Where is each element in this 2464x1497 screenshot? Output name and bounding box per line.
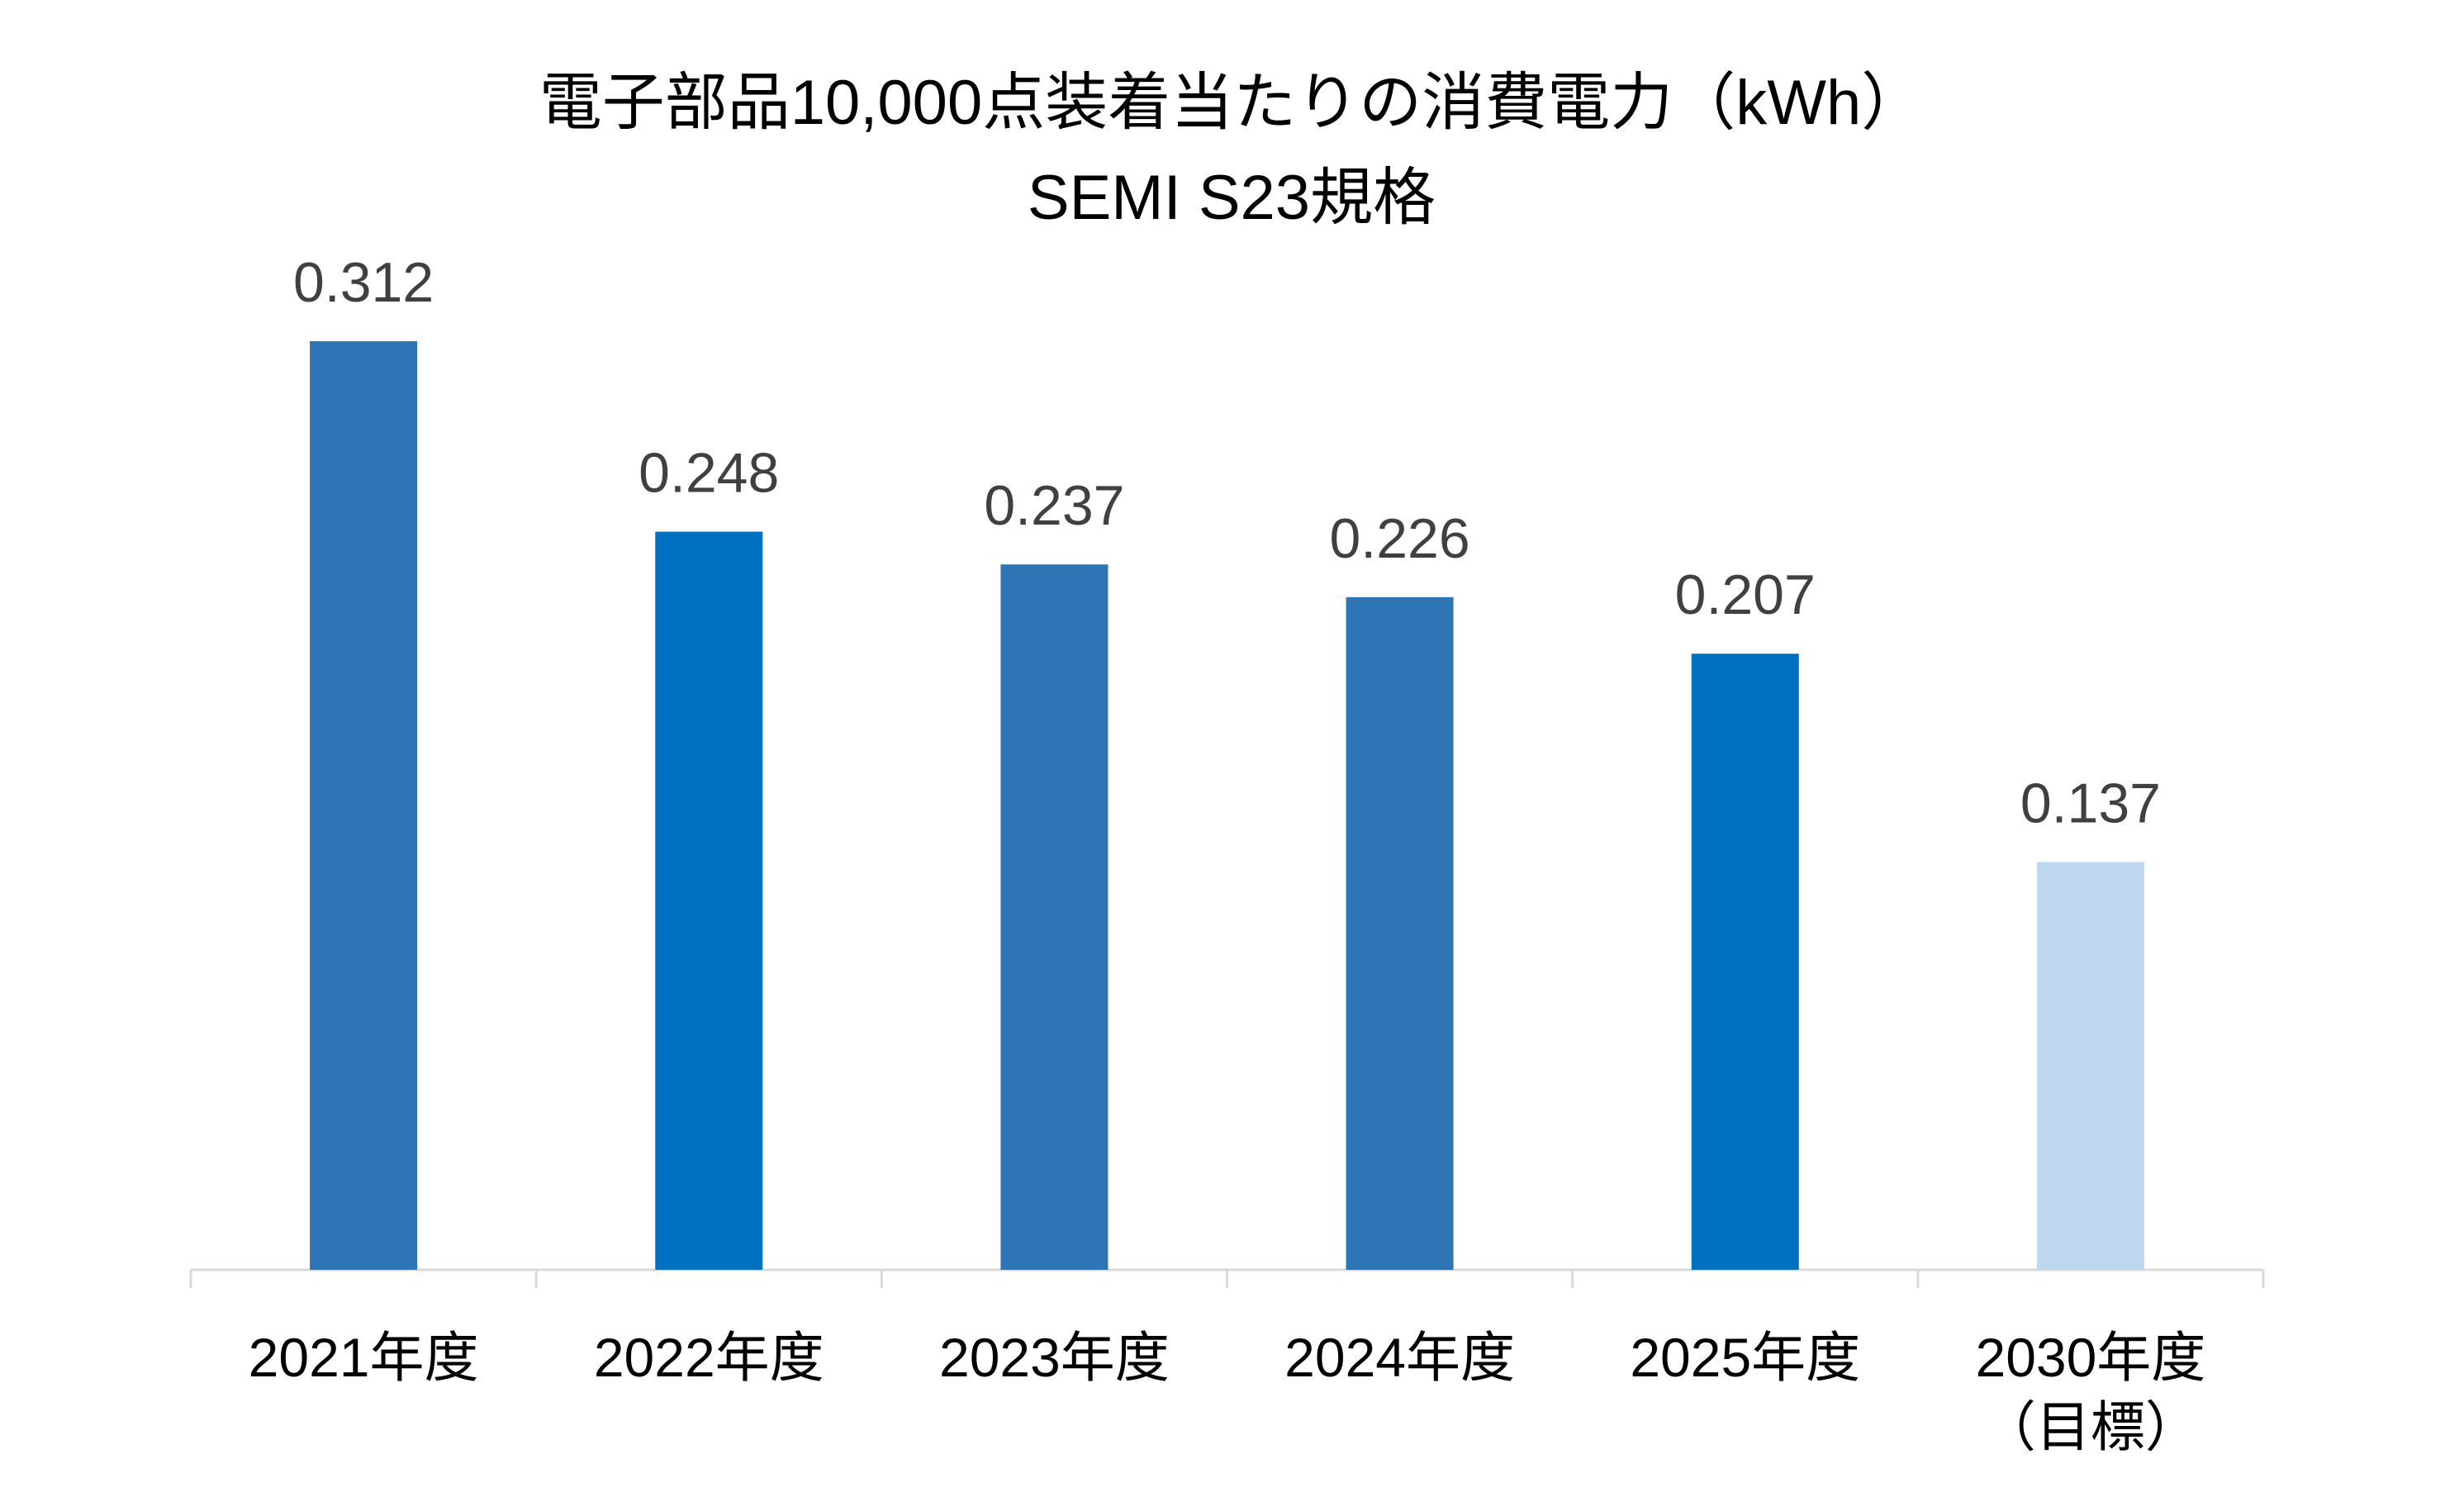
x-tick-label: 2030年度 （目標） bbox=[1975, 1327, 2206, 1457]
x-tick-label: 2022年度 bbox=[593, 1327, 824, 1388]
bar bbox=[655, 531, 763, 1270]
value-label: 0.137 bbox=[2020, 772, 2161, 834]
bar bbox=[1691, 653, 1799, 1270]
x-tick-label: 2021年度 bbox=[248, 1327, 479, 1388]
chart-title: 電子部品10,000点装着当たりの消費電力（kWh） bbox=[539, 68, 1924, 138]
value-label: 0.207 bbox=[1675, 563, 1816, 626]
value-label: 0.248 bbox=[639, 442, 779, 505]
x-tick-label: 2025年度 bbox=[1630, 1327, 1861, 1388]
value-label: 0.312 bbox=[293, 251, 434, 314]
chart-subtitle: SEMI S23規格 bbox=[1028, 163, 1436, 233]
bar bbox=[1000, 564, 1109, 1270]
bar bbox=[310, 341, 418, 1270]
value-label: 0.237 bbox=[984, 474, 1124, 537]
x-tick-label: 2023年度 bbox=[938, 1327, 1170, 1388]
bar bbox=[1346, 596, 1454, 1270]
x-tick-label: 2024年度 bbox=[1284, 1327, 1515, 1388]
bar bbox=[2036, 862, 2144, 1270]
value-label: 0.226 bbox=[1329, 507, 1469, 570]
